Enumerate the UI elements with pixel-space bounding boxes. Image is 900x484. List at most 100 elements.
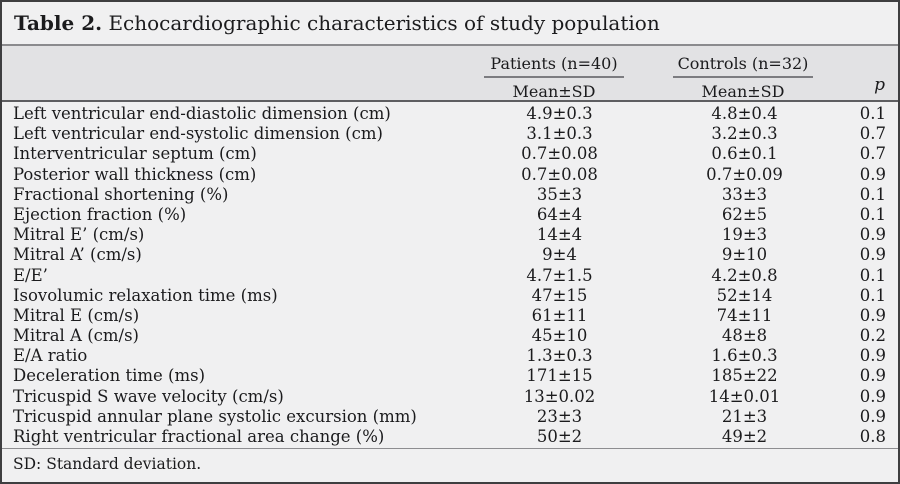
p-value: 0.8: [859, 427, 886, 446]
patients-value: 23±3: [536, 406, 583, 426]
row-label: E/A ratio: [13, 346, 88, 366]
controls-value: 1.6±0.3: [711, 346, 778, 366]
row-label: Left ventricular end-diastolic dimension…: [13, 104, 391, 123]
column-group-patients: Patients (n=40) Mean±SD: [484, 52, 624, 104]
table-row: E/E’ 4.7±1.5 4.2±0.8 0.1: [2, 266, 898, 286]
patients-meansd-subheader: Mean±SD: [512, 82, 596, 101]
patients-value: 50±2: [536, 427, 583, 446]
table-row: E/A ratio 1.3±0.3 1.6±0.3 0.9: [2, 346, 898, 366]
row-label: Mitral E’ (cm/s): [13, 225, 145, 245]
controls-value: 48±8: [721, 326, 768, 346]
patients-value: 45±10: [531, 326, 588, 346]
footnote-text: SD: Standard deviation.: [13, 455, 202, 473]
patients-value: 9±4: [542, 245, 577, 265]
row-label: Tricuspid annular plane systolic excursi…: [13, 406, 417, 426]
controls-column-header: Controls (n=32): [673, 52, 813, 78]
row-label: Left ventricular end-systolic dimension …: [13, 124, 383, 144]
p-value: 0.1: [859, 285, 886, 305]
table-row: Fractional shortening (%) 35±3 33±3 0.1: [2, 185, 898, 205]
row-label: Isovolumic relaxation time (ms): [13, 285, 278, 305]
table-body: Left ventricular end-diastolic dimension…: [2, 102, 898, 448]
p-value: 0.1: [859, 204, 886, 224]
table-row: Deceleration time (ms) 171±15 185±22 0.9: [2, 366, 898, 386]
controls-value: 21±3: [721, 406, 768, 426]
p-value: 0.7: [859, 124, 886, 144]
controls-value: 74±11: [716, 305, 773, 325]
table-caption: Echocardiographic characteristics of stu…: [108, 11, 660, 35]
controls-value: 52±14: [716, 285, 773, 305]
patients-value: 1.3±0.3: [526, 346, 593, 366]
controls-value: 0.7±0.09: [706, 164, 783, 184]
controls-value: 4.2±0.8: [711, 265, 778, 285]
table-row: Tricuspid S wave velocity (cm/s) 13±0.02…: [2, 387, 898, 407]
patients-value: 4.7±1.5: [526, 265, 593, 285]
table-row: Mitral A (cm/s) 45±10 48±8 0.2: [2, 326, 898, 346]
patients-value: 14±4: [536, 225, 583, 245]
row-label: Posterior wall thickness (cm): [13, 164, 257, 184]
p-value: 0.9: [859, 225, 886, 245]
patients-value: 3.1±0.3: [526, 124, 593, 144]
p-value: 0.1: [859, 184, 886, 204]
patients-value: 13±0.02: [523, 386, 596, 406]
p-value: 0.9: [859, 346, 886, 366]
controls-value: 49±2: [721, 427, 768, 446]
p-column-header: p: [874, 75, 885, 95]
row-label: Fractional shortening (%): [13, 184, 229, 204]
table-row: Mitral A’ (cm/s) 9±4 9±10 0.9: [2, 245, 898, 265]
controls-value: 4.8±0.4: [711, 104, 778, 123]
table-row: Left ventricular end-systolic dimension …: [2, 124, 898, 144]
p-value: 0.9: [859, 305, 886, 325]
controls-value: 185±22: [711, 366, 778, 386]
p-value: 0.9: [859, 164, 886, 184]
p-value: 0.9: [859, 406, 886, 426]
patients-value: 0.7±0.08: [521, 144, 598, 164]
row-label: Interventricular septum (cm): [13, 144, 257, 164]
row-label: Mitral A’ (cm/s): [13, 245, 142, 265]
controls-value: 0.6±0.1: [711, 144, 778, 164]
table-row: Left ventricular end-diastolic dimension…: [2, 104, 898, 124]
p-value: 0.1: [859, 104, 886, 123]
p-value: 0.9: [859, 245, 886, 265]
p-value: 0.1: [859, 265, 886, 285]
row-label: Mitral E (cm/s): [13, 305, 140, 325]
row-label: Tricuspid S wave velocity (cm/s): [13, 386, 284, 406]
controls-meansd-subheader: Mean±SD: [701, 82, 785, 101]
table-row: Interventricular septum (cm) 0.7±0.08 0.…: [2, 144, 898, 164]
patients-value: 0.7±0.08: [521, 164, 598, 184]
table-row: Tricuspid annular plane systolic excursi…: [2, 407, 898, 427]
table-title: Table 2. Echocardiographic characteristi…: [2, 2, 898, 44]
row-label: Mitral A (cm/s): [13, 326, 139, 346]
patients-value: 35±3: [536, 184, 583, 204]
p-value: 0.7: [859, 144, 886, 164]
p-value: 0.2: [859, 326, 886, 346]
table-row: Mitral E’ (cm/s) 14±4 19±3 0.9: [2, 225, 898, 245]
patients-value: 4.9±0.3: [526, 104, 593, 123]
controls-value: 19±3: [721, 225, 768, 245]
patients-value: 47±15: [531, 285, 588, 305]
table-row: Posterior wall thickness (cm) 0.7±0.08 0…: [2, 165, 898, 185]
table-header: Patients (n=40) Mean±SD Controls (n=32) …: [2, 44, 898, 102]
controls-value: 9±10: [721, 245, 768, 265]
patients-column-header: Patients (n=40): [484, 52, 624, 78]
controls-value: 3.2±0.3: [711, 124, 778, 144]
table-footnote: SD: Standard deviation.: [2, 448, 898, 482]
table-row: Isovolumic relaxation time (ms) 47±15 52…: [2, 286, 898, 306]
table-row: Right ventricular fractional area change…: [2, 427, 898, 447]
patients-value: 61±11: [531, 305, 588, 325]
row-label: Deceleration time (ms): [13, 366, 206, 386]
patients-value: 64±4: [536, 204, 583, 224]
table-row: Ejection fraction (%) 64±4 62±5 0.1: [2, 205, 898, 225]
table-row: Mitral E (cm/s) 61±11 74±11 0.9: [2, 306, 898, 326]
row-label: E/E’: [13, 265, 48, 285]
p-value: 0.9: [859, 366, 886, 386]
controls-value: 62±5: [721, 204, 768, 224]
patients-value: 171±15: [526, 366, 593, 386]
column-group-controls: Controls (n=32) Mean±SD: [673, 52, 813, 104]
controls-value: 14±0.01: [708, 386, 781, 406]
table-number-label: Table 2.: [14, 11, 103, 35]
p-value: 0.9: [859, 386, 886, 406]
row-label: Right ventricular fractional area change…: [13, 427, 385, 446]
row-label: Ejection fraction (%): [13, 204, 187, 224]
controls-value: 33±3: [721, 184, 768, 204]
